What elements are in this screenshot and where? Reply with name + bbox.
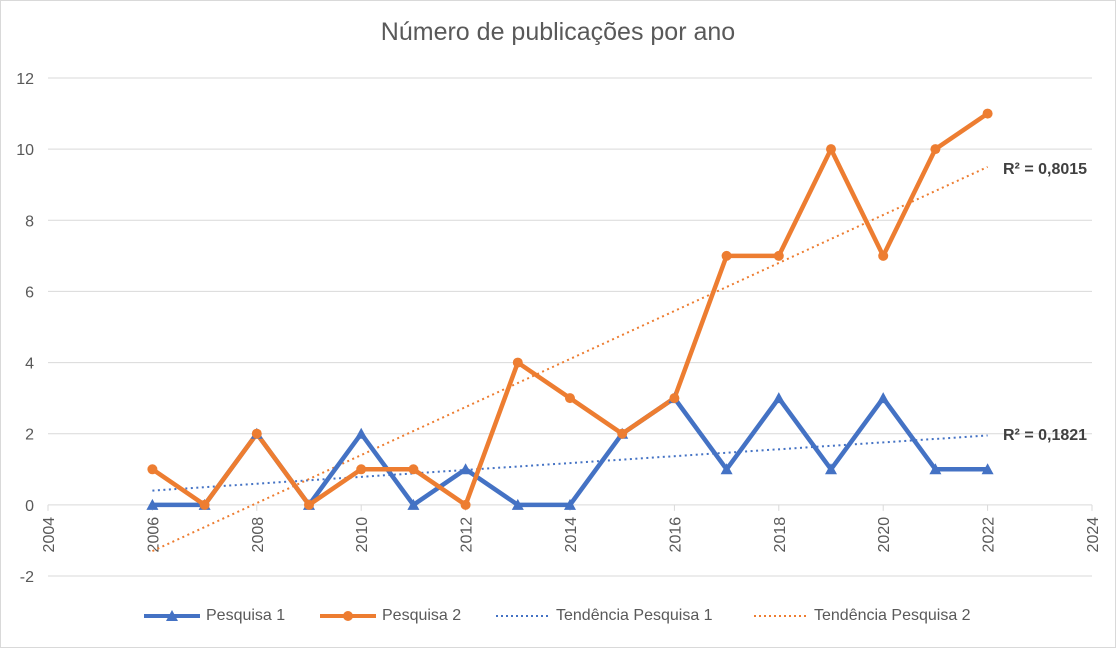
data-point-triangle	[825, 463, 837, 475]
data-point-circle	[982, 108, 993, 119]
y-tick-label: 12	[16, 71, 34, 88]
y-tick-label: 8	[25, 213, 34, 230]
data-point-circle	[930, 144, 941, 155]
x-tick-label: 2022	[981, 517, 998, 553]
trendline-2	[151, 166, 989, 553]
chart-legend: Pesquisa 1 Pesquisa 2 Tendência Pesquisa…	[0, 603, 1116, 629]
data-point-circle	[721, 250, 732, 261]
data-point-circle	[199, 499, 210, 510]
legend-marker-triangle-icon	[144, 610, 200, 621]
legend-label: Tendência Pesquisa 1	[556, 607, 713, 624]
series-line-2	[150, 111, 990, 508]
data-point-circle	[251, 428, 262, 439]
data-point-triangle	[720, 463, 733, 475]
data-point-triangle	[511, 498, 524, 510]
r2-label: R² = 0,8015	[1003, 161, 1087, 178]
data-point-circle	[878, 250, 889, 261]
data-point-triangle	[772, 392, 785, 404]
r2-label: R² = 0,1821	[1003, 427, 1087, 444]
y-tick-label: 10	[16, 142, 34, 159]
legend-item-pesquisa-2: Pesquisa 2	[320, 603, 461, 629]
x-tick-label: 2014	[563, 517, 580, 553]
data-point-triangle	[146, 498, 159, 510]
y-tick-label: 0	[25, 498, 34, 515]
data-point-circle	[356, 464, 367, 475]
legend-item-tendencia-pesquisa-1: Tendência Pesquisa 1	[496, 603, 713, 629]
data-point-triangle	[929, 463, 942, 475]
x-tick-label: 2018	[772, 517, 789, 553]
x-tick-label: 2008	[250, 517, 267, 553]
x-tick-label: 2004	[41, 517, 58, 553]
data-point-triangle	[355, 427, 368, 439]
data-point-circle	[565, 393, 575, 404]
data-point-triangle	[459, 463, 472, 475]
y-tick-label: 6	[25, 284, 34, 301]
data-point-circle	[826, 144, 836, 155]
x-tick-label: 2006	[145, 517, 162, 553]
data-point-triangle	[877, 392, 890, 404]
y-tick-label: -2	[20, 569, 34, 586]
series-line-1	[150, 395, 990, 508]
legend-label: Pesquisa 1	[206, 607, 286, 624]
legend-item-pesquisa-1: Pesquisa 1	[144, 603, 285, 629]
legend-marker-circle-icon	[320, 611, 376, 621]
data-point-circle	[304, 499, 314, 510]
chart-title: Número de publicações por ano	[380, 18, 736, 46]
legend-label: Pesquisa 2	[382, 607, 462, 624]
data-point-triangle	[564, 498, 576, 510]
data-point-triangle	[407, 498, 420, 510]
data-point-circle	[617, 428, 628, 439]
data-point-triangle	[981, 463, 994, 475]
data-point-circle	[460, 499, 471, 510]
data-point-circle	[408, 464, 419, 475]
trendline-1	[152, 434, 988, 492]
x-tick-label: 2010	[354, 517, 371, 553]
x-tick-label: 2020	[876, 517, 893, 553]
x-tick-label: 2024	[1085, 517, 1102, 553]
data-point-circle	[512, 357, 523, 368]
x-tick-label: 2016	[667, 517, 684, 553]
x-tick-label: 2012	[459, 517, 476, 553]
data-point-circle	[147, 464, 158, 475]
legend-label: Tendência Pesquisa 2	[814, 607, 971, 624]
y-tick-label: 4	[25, 356, 34, 373]
legend-item-tendencia-pesquisa-2: Tendência Pesquisa 2	[754, 603, 971, 629]
data-point-circle	[669, 393, 680, 404]
legend-dotted-line-icon	[496, 615, 550, 617]
y-tick-label: 2	[25, 427, 34, 444]
legend-dotted-line-icon	[754, 615, 808, 617]
data-point-circle	[773, 250, 784, 261]
